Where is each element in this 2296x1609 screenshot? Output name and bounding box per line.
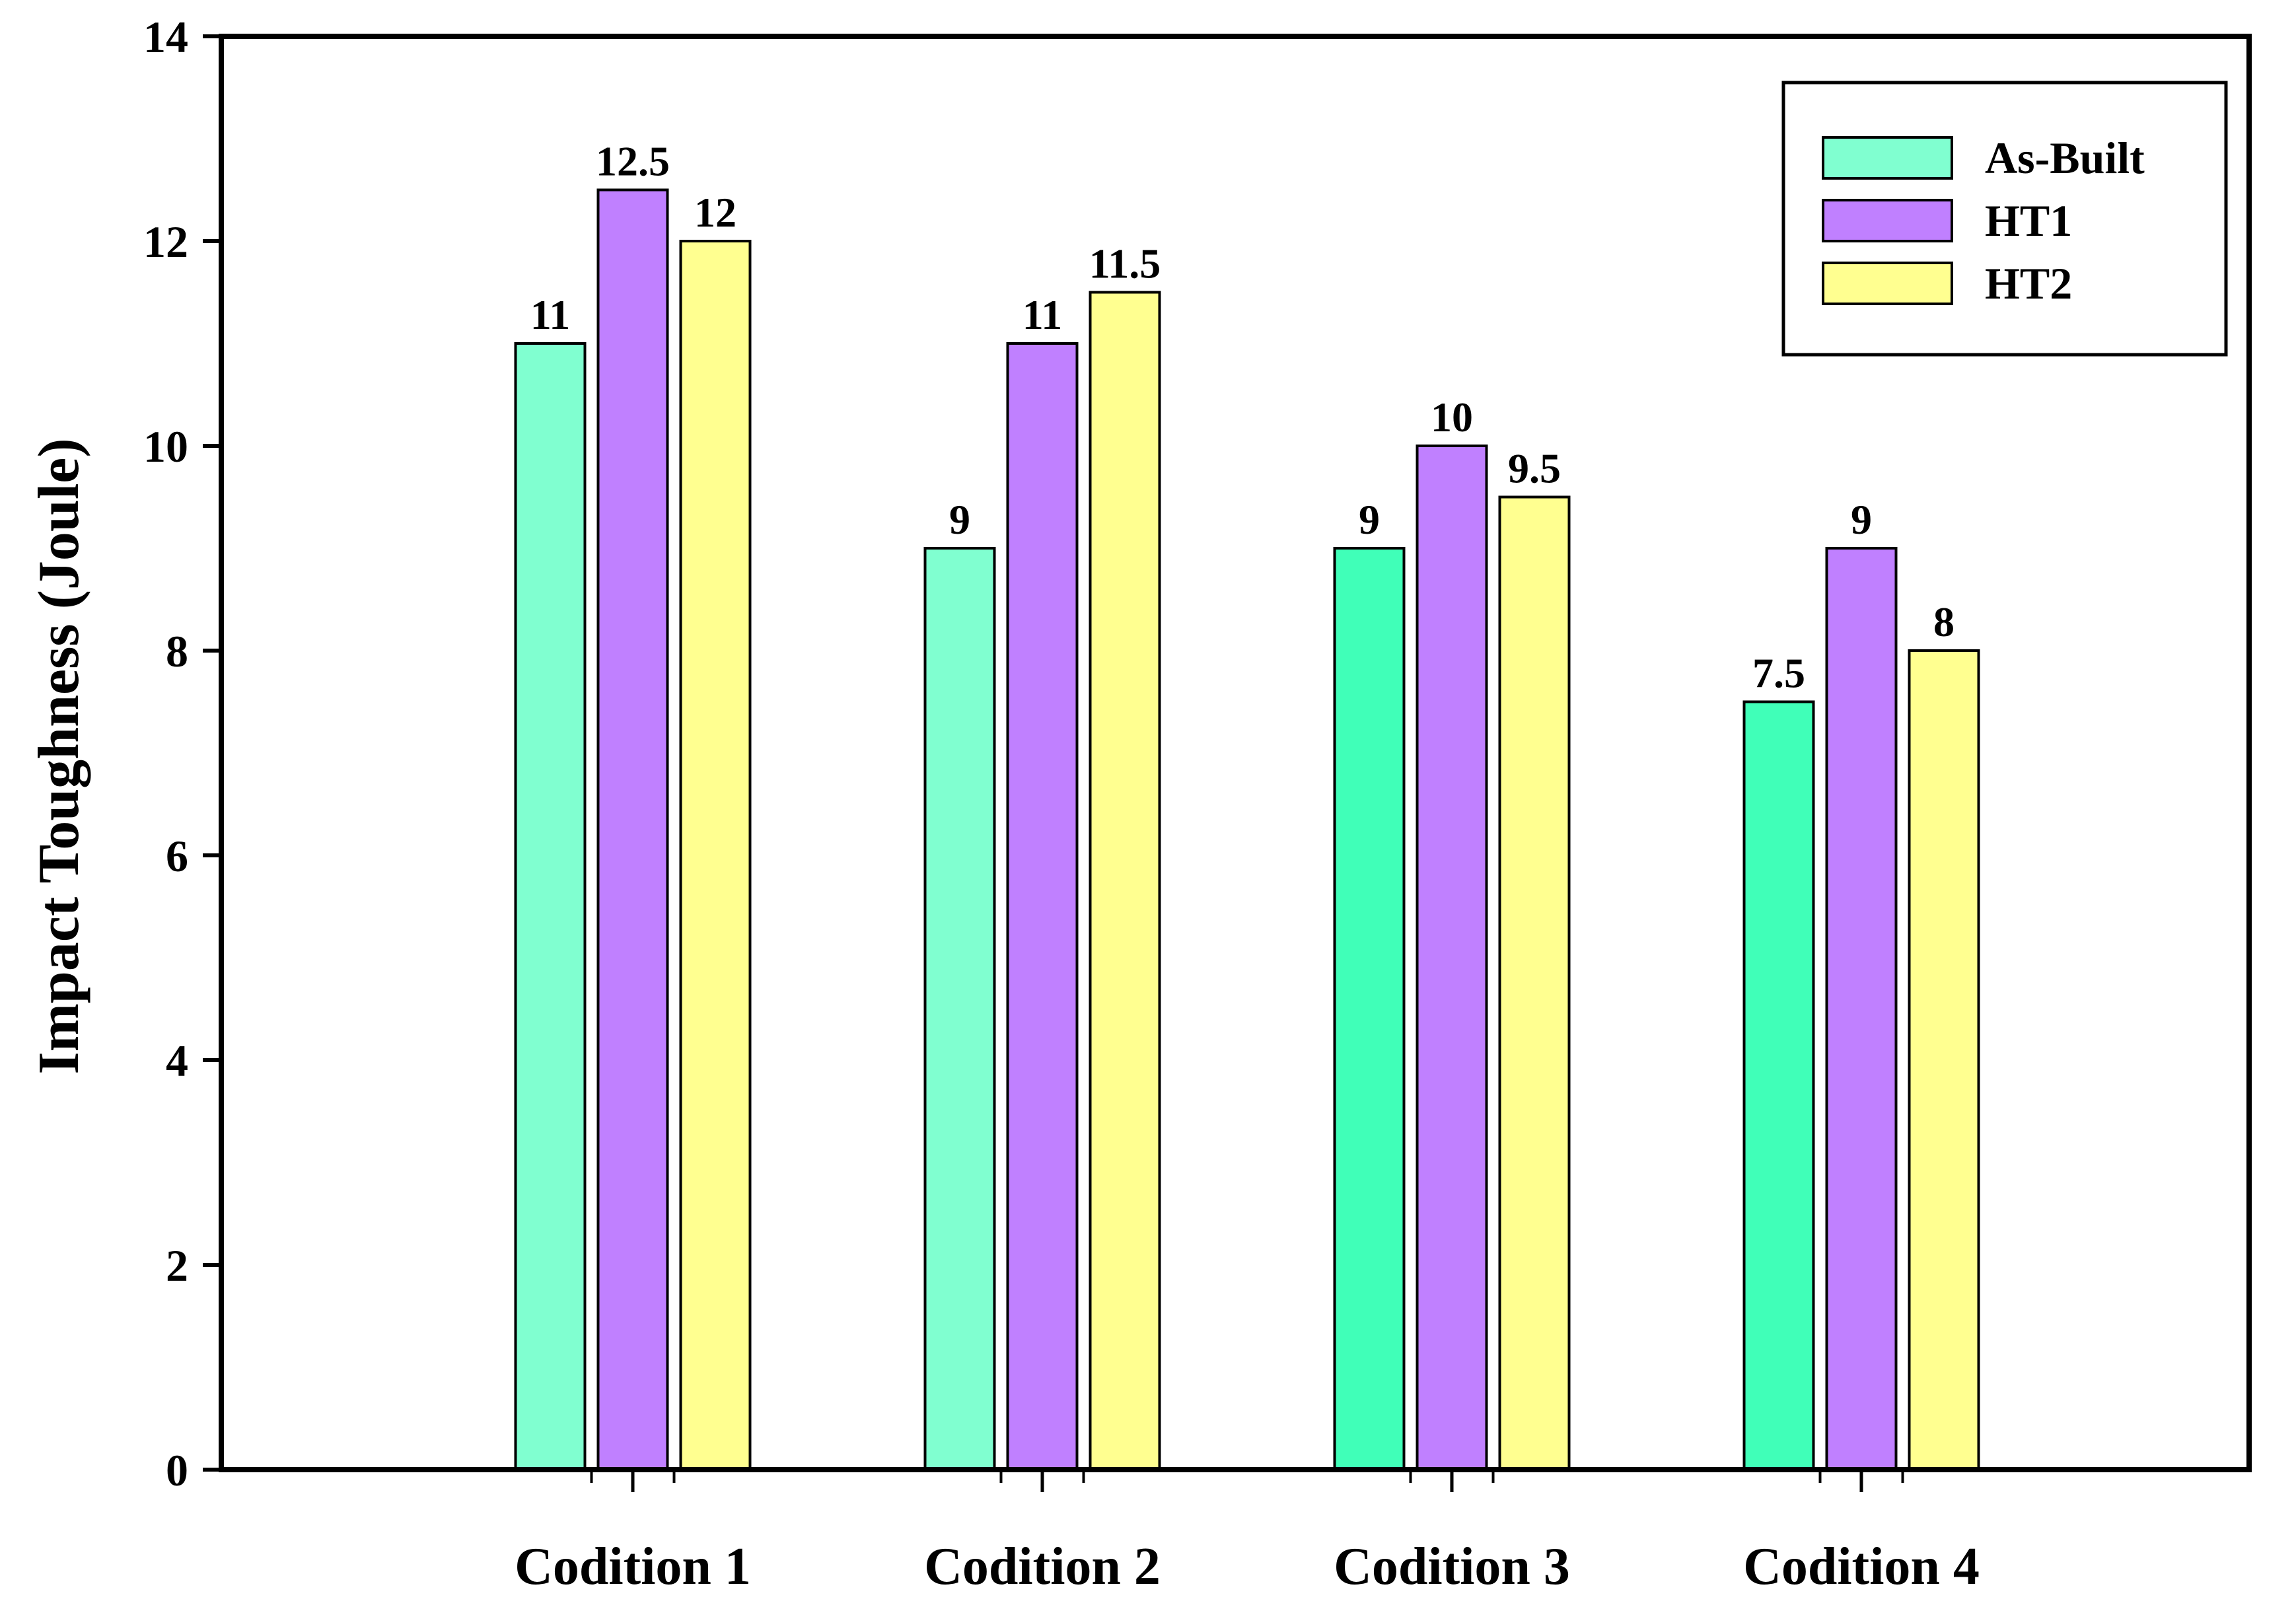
y-tick-label: 12 [143,217,188,267]
x-category-label: Codition 2 [924,1538,1161,1596]
legend-label: HT1 [1985,196,2072,246]
plot-frame [219,34,2252,1472]
data-label: 9 [1359,496,1380,543]
x-category-label: Codition 4 [1743,1538,1980,1596]
bar-as-built-cond-4 [1742,700,1815,1471]
data-label: 11 [530,291,570,338]
bar-as-built-cond-2 [923,547,996,1471]
data-label: 9 [1851,496,1872,543]
bar-ht1-cond-2 [1006,342,1079,1471]
y-tick-label: 14 [143,12,188,62]
data-label: 12.5 [596,138,670,185]
data-label: 8 [1933,598,1955,645]
data-label: 11.5 [1089,240,1161,287]
y-tick-label: 2 [166,1240,188,1291]
y-tick-label: 0 [166,1445,188,1495]
y-tick-label: 6 [166,831,188,881]
data-label: 12 [694,189,736,236]
y-tick-label: 8 [166,626,188,676]
y-axis-title: Impact Toughness (Joule) [27,438,91,1074]
x-category-label: Codition 3 [1334,1538,1570,1596]
bar-ht2-cond-4 [1908,649,1980,1471]
y-tick-label: 10 [143,421,188,472]
bar-as-built-cond-1 [514,342,587,1471]
bar-ht1-cond-4 [1825,547,1898,1471]
data-label: 10 [1431,394,1473,441]
legend-label: As-Built [1985,133,2145,183]
legend: As-Built HT1 HT2 [1781,81,2228,357]
bar-ht2-cond-3 [1498,495,1571,1471]
data-label: 11 [1022,291,1062,338]
data-label: 9 [949,496,970,543]
legend-swatch [1822,262,1953,305]
data-label: 9.5 [1508,445,1561,492]
bar-ht1-cond-3 [1416,445,1488,1471]
bar-as-built-cond-3 [1333,547,1406,1471]
bar-ht1-cond-1 [596,188,669,1471]
legend-swatch [1822,199,1953,242]
legend-swatch [1822,136,1953,180]
legend-label: HT2 [1985,258,2072,308]
y-tick-label: 4 [166,1036,188,1086]
bar-ht2-cond-2 [1089,291,1161,1471]
axes-layer: 0 2 4 6 8 10 12 14 Codition 1 Codition 2 Codition … [27,12,2252,1596]
data-label: 7.5 [1752,650,1805,697]
bar-ht2-cond-1 [679,240,752,1471]
bars-layer: 11 9 9 7.5 12.5 11 10 9 12 11.5 9.5 8 [514,138,1980,1471]
x-category-label: Codition 1 [515,1538,751,1596]
